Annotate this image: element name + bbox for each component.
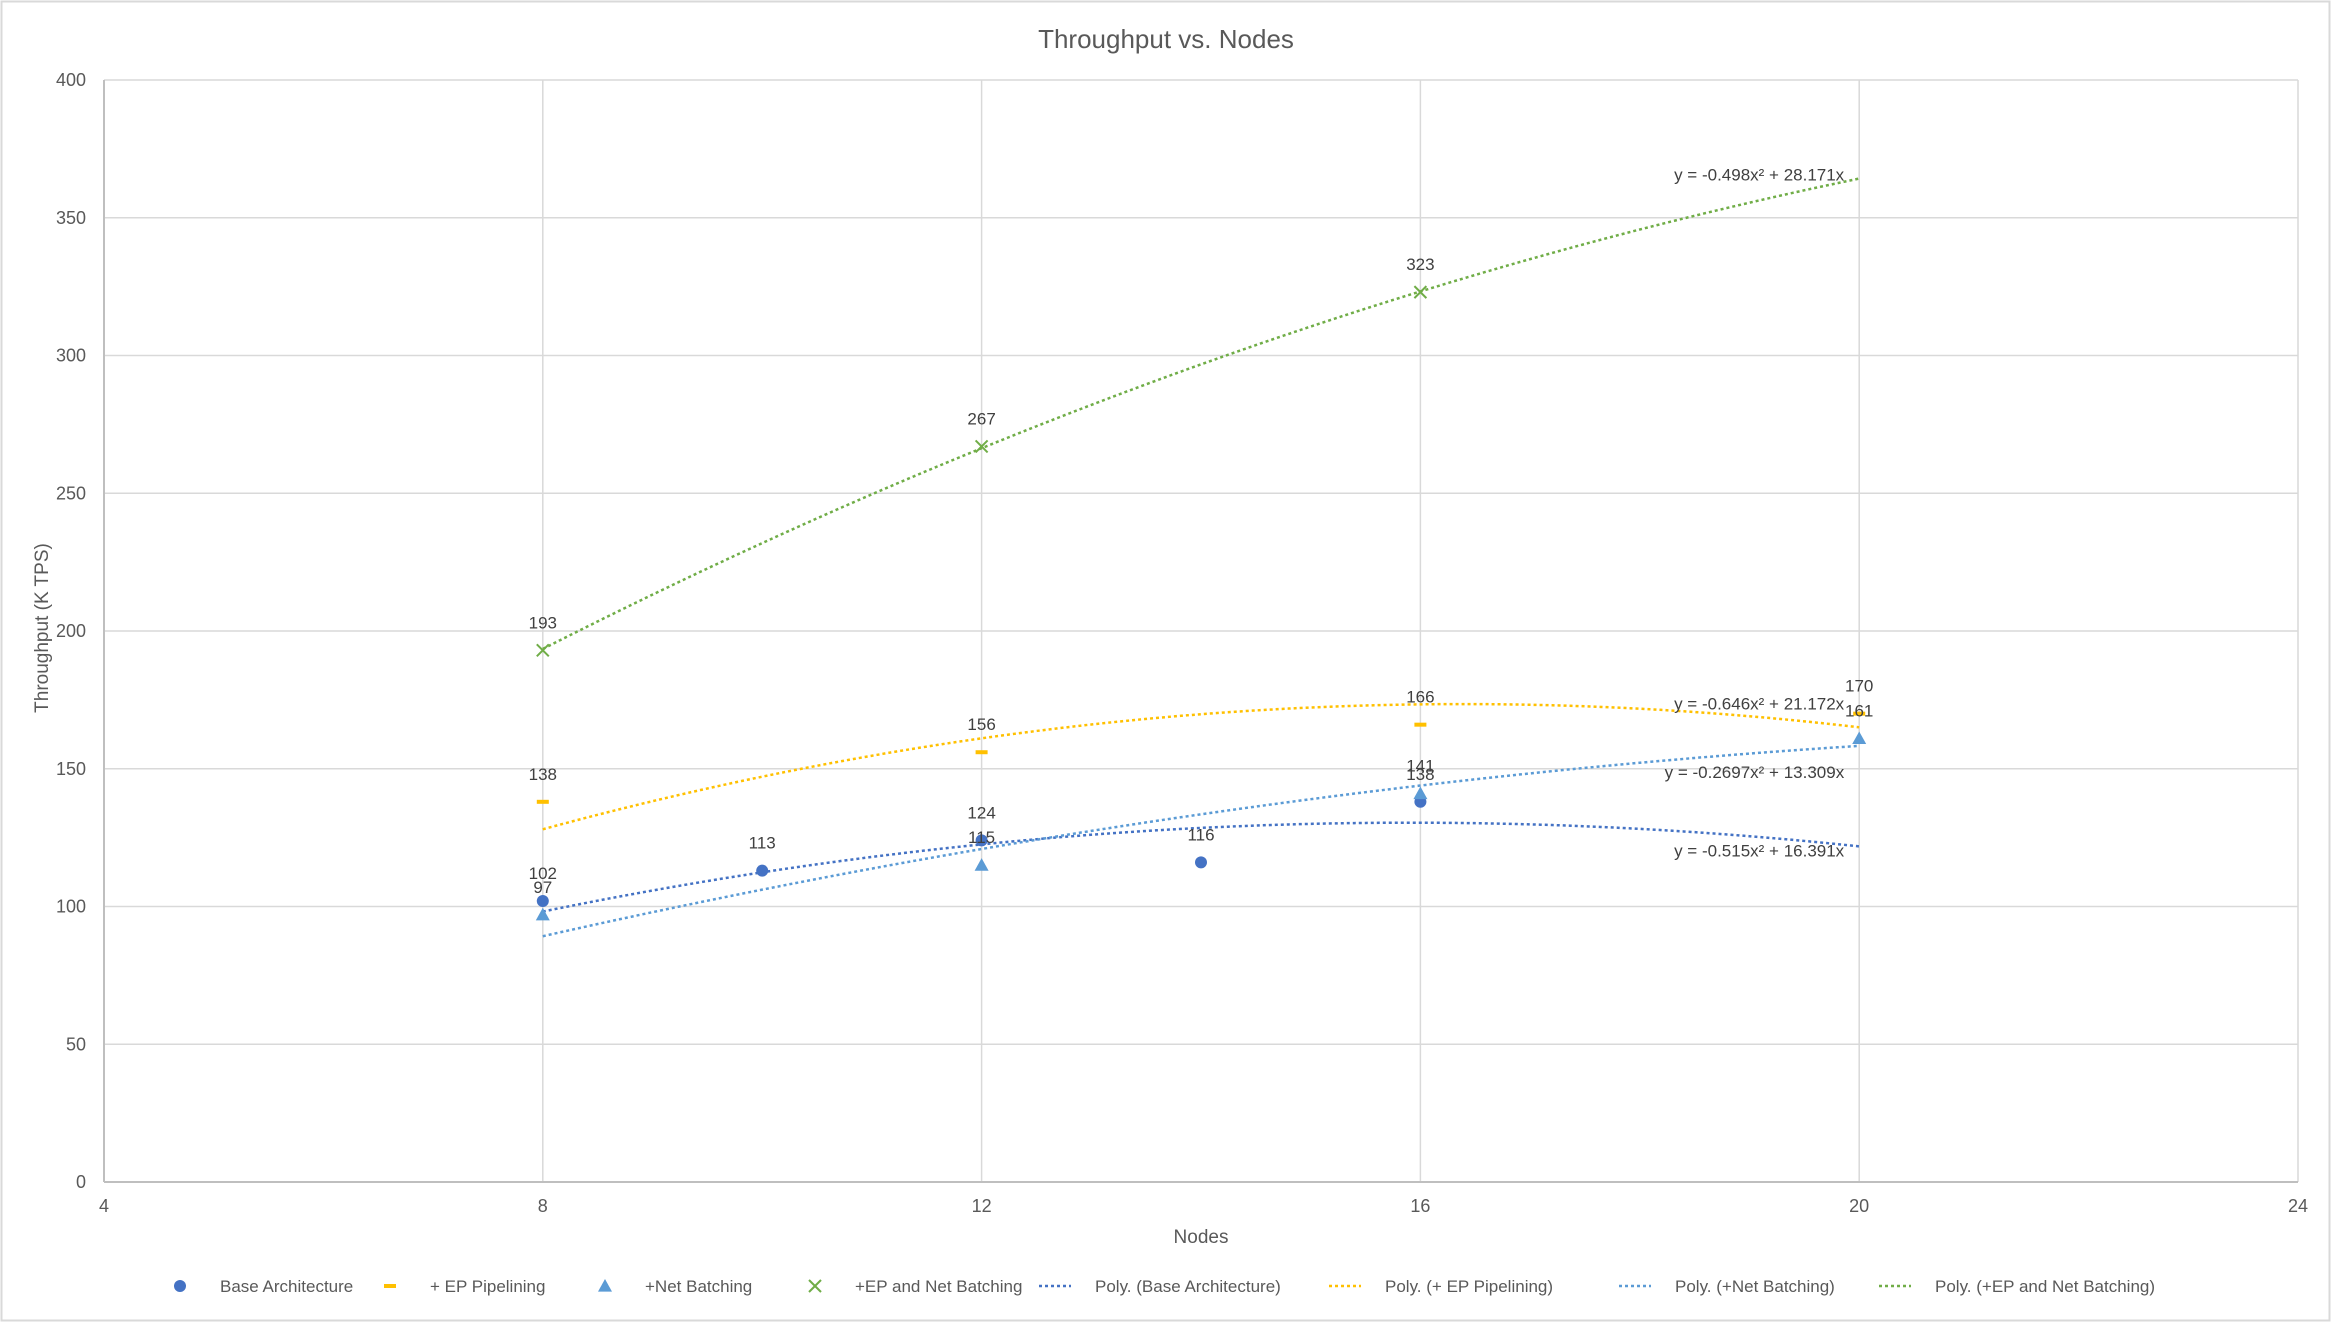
data-point: [1413, 285, 1428, 299]
data-point: [975, 834, 988, 847]
chart-title: Throughput vs. Nodes: [1038, 24, 1294, 54]
y-tick-label: 200: [56, 621, 86, 641]
markers-layer: [535, 285, 1867, 921]
trendline-equation: y = -0.515x² + 16.391x: [1674, 841, 1845, 860]
legend-marker: [808, 1279, 822, 1293]
data-point: [1852, 731, 1867, 745]
y-tick-label: 100: [56, 897, 86, 917]
legend-label: + EP Pipelining: [430, 1277, 545, 1296]
legend-label: Poly. (+EP and Net Batching): [1935, 1277, 2155, 1296]
y-tick-label: 150: [56, 759, 86, 779]
trendline-equation: y = -0.498x² + 28.171x: [1674, 166, 1845, 185]
y-tick-label: 350: [56, 208, 86, 228]
legend-label: Base Architecture: [220, 1277, 353, 1296]
trendline-equations-layer: y = -0.515x² + 16.391x y = -0.646x² + 21.…: [1665, 166, 1845, 861]
legend-label: Poly. (Base Architecture): [1095, 1277, 1281, 1296]
marker-stroke: [808, 1279, 822, 1293]
data-label: 116: [1187, 825, 1214, 844]
data-point: [756, 864, 769, 877]
data-point: [536, 799, 549, 804]
x-tick-label: 16: [1410, 1196, 1430, 1216]
data-point: [536, 894, 549, 907]
data-point: [1853, 711, 1866, 716]
legend-label: Poly. (+Net Batching): [1675, 1277, 1835, 1296]
legend-item: Base Architecture: [174, 1277, 353, 1296]
marker-stroke: [536, 643, 550, 657]
trendline: [542, 744, 1860, 938]
trendline: [542, 177, 1860, 651]
data-point: [974, 858, 989, 871]
data-label: 267: [967, 409, 995, 428]
grid-layer: [103, 79, 2299, 1183]
data-point: [974, 439, 989, 454]
data-point: [975, 750, 988, 755]
legend-marker: [384, 1284, 396, 1288]
marker-stroke: [1413, 285, 1428, 299]
legend-item: Poly. (+Net Batching): [1619, 1277, 1835, 1296]
legend-marker: [174, 1280, 186, 1292]
legend: Base Architecture + EP Pipelining +Net Bat…: [174, 1277, 2155, 1296]
data-labels-layer: 102 113 124 116 138 138 156 166 170 97 115 141 161 19…: [529, 255, 1874, 897]
data-label: 115: [968, 828, 995, 847]
legend-marker: [598, 1279, 612, 1292]
data-point: [536, 643, 550, 657]
legend-label: Poly. (+ EP Pipelining): [1385, 1277, 1553, 1296]
legend-item: +Net Batching: [598, 1277, 752, 1296]
data-point: [1413, 786, 1428, 800]
data-label: 170: [1845, 677, 1873, 696]
data-label: 166: [1406, 688, 1434, 707]
x-tick-label: 24: [2288, 1196, 2308, 1216]
legend-label: +Net Batching: [645, 1277, 752, 1296]
data-label: 161: [1845, 701, 1873, 720]
data-point: [1414, 722, 1427, 727]
y-tick-label: 0: [76, 1172, 86, 1192]
y-tick-label: 300: [56, 346, 86, 366]
y-tick-label: 50: [66, 1034, 86, 1054]
data-point: [535, 907, 550, 921]
marker-stroke: [974, 439, 989, 454]
legend-item: Poly. (+EP and Net Batching): [1879, 1277, 2155, 1296]
data-label: 113: [749, 834, 776, 853]
trendline-equation: y = -0.646x² + 21.172x: [1674, 694, 1845, 713]
y-tick-label: 250: [56, 483, 86, 503]
data-point: [1195, 856, 1207, 869]
data-label: 193: [529, 613, 557, 632]
x-tick-label: 20: [1849, 1196, 1869, 1216]
trendline-equation: y = -0.2697x² + 13.309x: [1665, 763, 1845, 782]
data-label: 141: [1406, 757, 1434, 776]
x-tick-label: 8: [538, 1196, 548, 1216]
data-label: 102: [529, 864, 557, 883]
legend-item: +EP and Net Batching: [808, 1277, 1022, 1296]
data-label: 97: [533, 878, 552, 897]
x-axis-title: Nodes: [1174, 1227, 1229, 1248]
data-label: 156: [967, 715, 995, 734]
legend-item: + EP Pipelining: [384, 1277, 545, 1296]
legend-label: +EP and Net Batching: [855, 1277, 1022, 1296]
axes-layer: 0 50 100 150 200 250 300 350 400 4 8 12 16 20 24: [56, 70, 2308, 1216]
data-label: 124: [967, 803, 995, 822]
legend-item: Poly. (+ EP Pipelining): [1329, 1277, 1553, 1296]
data-label: 323: [1406, 255, 1434, 274]
data-label: 138: [1406, 765, 1434, 784]
x-tick-label: 12: [972, 1196, 992, 1216]
x-tick-label: 4: [99, 1196, 109, 1216]
legend-item: Poly. (Base Architecture): [1039, 1277, 1281, 1296]
data-label: 138: [529, 765, 557, 784]
y-axis-title: Throughput (K TPS): [32, 543, 53, 713]
y-tick-label: 400: [56, 70, 86, 90]
